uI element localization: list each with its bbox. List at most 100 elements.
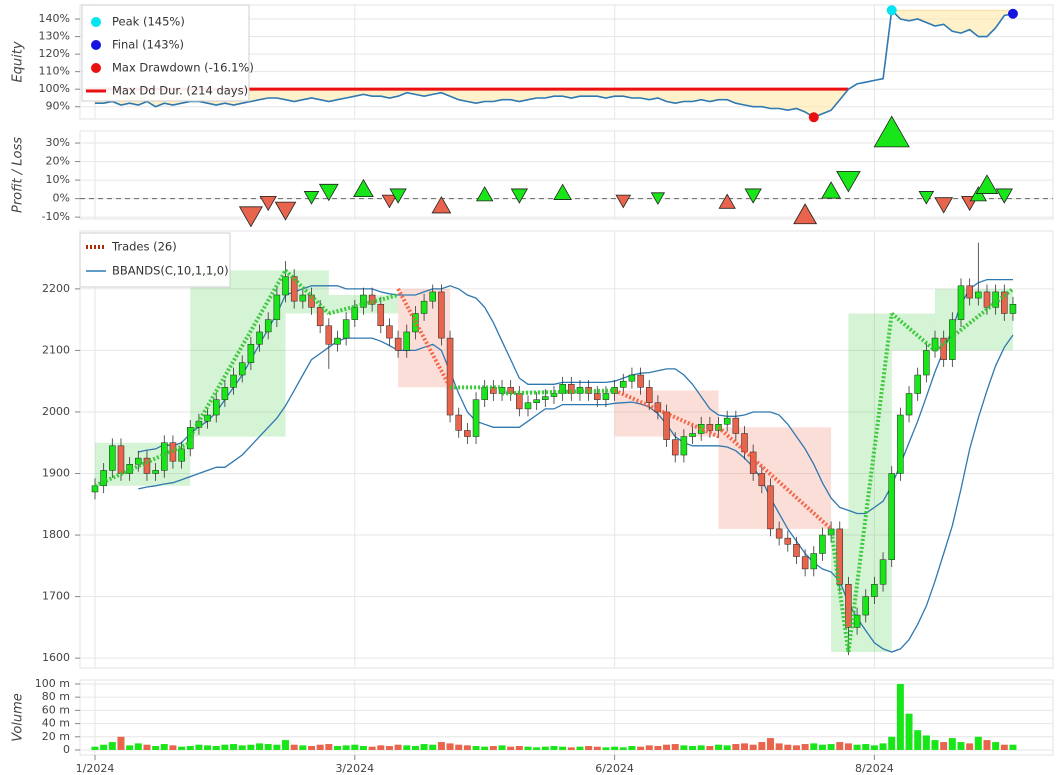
candle-body — [230, 374, 237, 388]
volume-bar — [195, 744, 203, 750]
volume-bar — [940, 742, 948, 750]
volume-bar — [108, 742, 116, 750]
y-tick-label: 110% — [39, 65, 70, 78]
candle-body — [187, 427, 194, 450]
volume-bar — [117, 736, 125, 750]
volume-bar — [645, 745, 653, 750]
trade-pnl-marker — [259, 195, 277, 212]
candle-body — [845, 584, 852, 628]
volume-bar — [221, 744, 229, 750]
volume-bar — [186, 746, 194, 750]
trade-pnl-marker — [431, 196, 452, 214]
y-axis-title: Profit / Loss — [11, 137, 26, 213]
y-tick-label: 10% — [46, 173, 70, 186]
candle-body — [663, 411, 670, 440]
candle-body — [221, 387, 229, 400]
volume-bar — [818, 744, 826, 750]
candle-body — [706, 424, 714, 431]
trade-pnl-marker — [476, 186, 494, 202]
equity-marker — [1007, 8, 1018, 19]
volume-bar — [992, 742, 1000, 750]
volume-bar — [308, 746, 315, 750]
candle-body — [524, 402, 532, 410]
volume-bar — [974, 736, 982, 750]
candle-body — [135, 457, 142, 465]
volume-bar — [758, 742, 766, 750]
y-tick-label: 1800 — [42, 528, 70, 541]
volume-bar — [559, 746, 567, 750]
volume-bar — [948, 738, 956, 750]
candle-body — [758, 473, 766, 487]
volume-bar — [689, 746, 697, 750]
volume-bar — [481, 746, 489, 750]
volume-bar — [844, 743, 852, 750]
candle-body — [542, 396, 549, 400]
candle-body — [438, 291, 445, 339]
volume-bar — [437, 742, 445, 750]
volume-bar — [472, 746, 480, 750]
y-axis-title: Volume — [11, 693, 26, 742]
trade-pnl-marker — [303, 191, 320, 205]
volume-bar — [628, 746, 636, 750]
y-tick-label: 2200 — [42, 282, 70, 295]
trade-pnl-marker — [615, 194, 632, 209]
candle-body — [1009, 303, 1017, 314]
volume-bar — [723, 745, 731, 750]
candle-body — [100, 470, 107, 487]
legend-box — [79, 232, 231, 288]
volume-bar — [91, 746, 99, 750]
trade-pnl-marker — [793, 203, 818, 225]
trade-pnl-marker — [934, 197, 954, 214]
y-tick-label: 140% — [39, 12, 70, 25]
candle-body — [360, 294, 367, 308]
candle-body — [628, 374, 636, 382]
volume-bar — [169, 745, 177, 750]
volume-bar — [359, 746, 367, 750]
candle-body — [966, 285, 973, 299]
volume-bar — [905, 713, 913, 750]
trade-line — [890, 311, 937, 352]
trade-line — [933, 287, 1015, 352]
candle-body — [957, 285, 965, 320]
volume-bar — [602, 747, 610, 750]
volume-bar — [299, 745, 307, 750]
y-tick-label: 0% — [53, 192, 70, 205]
candle-body — [412, 313, 419, 333]
trade-line — [846, 313, 894, 653]
candle-body — [940, 337, 947, 360]
trade-pnl-marker — [353, 178, 374, 198]
trade-line — [396, 287, 452, 389]
candle-body — [645, 387, 653, 403]
candle-body — [975, 291, 982, 299]
candle-body — [264, 319, 272, 333]
y-tick-label: 20% — [46, 155, 70, 168]
legend-label: Max Drawdown (-16.1%) — [112, 61, 254, 75]
volume-bar — [550, 746, 558, 750]
volume-bar — [204, 745, 212, 750]
volume-bar — [593, 746, 601, 750]
volume-bar — [446, 743, 454, 750]
candle-body — [897, 414, 904, 474]
trade-pnl-marker — [318, 183, 339, 202]
volume-bar — [247, 744, 255, 750]
trade-line — [94, 440, 192, 488]
volume-bar — [489, 746, 497, 750]
volume-bar — [377, 745, 385, 750]
volume-bar — [862, 744, 870, 750]
y-tick-label: 100% — [39, 82, 70, 95]
legend-swatch — [91, 17, 101, 27]
candle-body — [654, 402, 662, 413]
volume-bar — [1009, 744, 1017, 750]
candle-body — [689, 433, 696, 437]
candle-body — [212, 399, 220, 416]
legend-label: Max Dd Dur. (214 days) — [112, 84, 248, 98]
volume-bar — [403, 745, 411, 750]
legend-label: Trades (26) — [111, 240, 177, 254]
volume-bar — [533, 747, 541, 750]
volume-bar — [273, 744, 281, 750]
volume-bar — [732, 744, 740, 750]
volume-bar — [411, 746, 419, 750]
candle-body — [516, 393, 523, 410]
y-tick-label: 100 m — [35, 677, 70, 690]
candle-body — [923, 350, 930, 376]
